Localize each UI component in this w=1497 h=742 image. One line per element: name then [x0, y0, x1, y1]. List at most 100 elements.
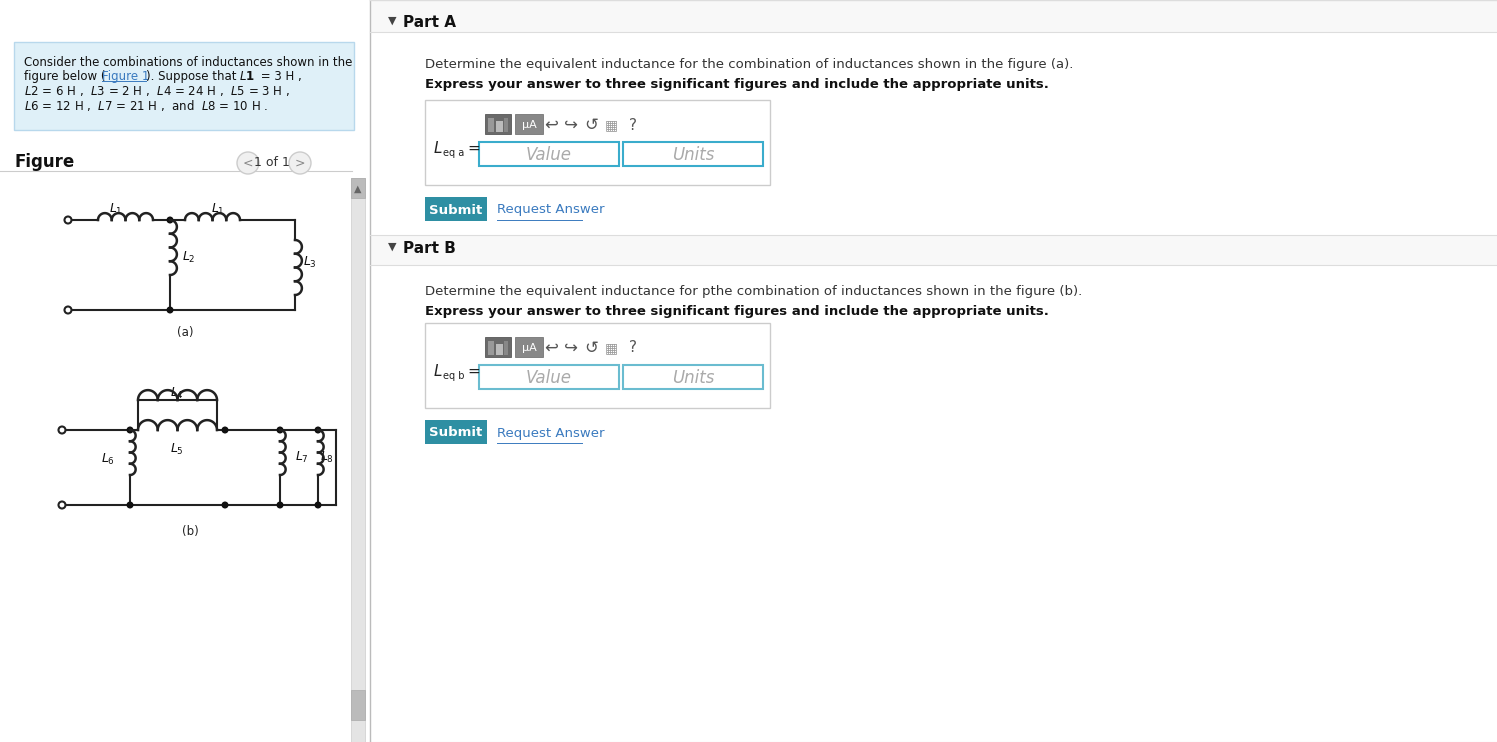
Text: ↩: ↩: [543, 116, 558, 134]
Text: ▦: ▦: [605, 341, 618, 355]
Bar: [623, 142, 763, 166]
Text: Value: Value: [525, 369, 572, 387]
Text: ↺: ↺: [584, 116, 597, 134]
Bar: [0, 0, 370, 742]
Text: Express your answer to three significant figures and include the appropriate uni: Express your answer to three significant…: [425, 78, 1049, 91]
Text: Consider the combinations of inductances shown in the: Consider the combinations of inductances…: [24, 56, 352, 69]
Circle shape: [127, 427, 133, 433]
Text: Express your answer to three significant figures and include the appropriate uni: Express your answer to three significant…: [425, 305, 1049, 318]
Text: =: =: [467, 140, 479, 156]
Text: >: >: [295, 157, 305, 169]
Text: ↪: ↪: [564, 339, 578, 357]
Text: Submit: Submit: [430, 203, 482, 217]
Text: $L_1$: $L_1$: [211, 202, 225, 217]
Circle shape: [64, 217, 72, 223]
Bar: [515, 114, 543, 134]
Text: $L_7$: $L_7$: [295, 450, 308, 465]
Text: Units: Units: [672, 369, 714, 387]
Text: $L_5$: $L_5$: [171, 442, 184, 457]
Circle shape: [64, 306, 72, 314]
Text: $L_4$: $L_4$: [171, 386, 184, 401]
Text: 1 of 1: 1 of 1: [254, 157, 290, 169]
Text: Determine the equivalent inductance for pthe combination of inductances shown in: Determine the equivalent inductance for …: [425, 285, 1082, 298]
Text: Figure: Figure: [13, 153, 75, 171]
Text: μA: μA: [521, 120, 536, 130]
Text: ?: ?: [629, 117, 638, 133]
Text: (b): (b): [181, 525, 199, 538]
Text: ▼: ▼: [388, 242, 397, 252]
Bar: [425, 197, 487, 221]
Bar: [496, 344, 503, 355]
Circle shape: [222, 427, 229, 433]
Text: Units: Units: [672, 146, 714, 164]
Bar: [479, 142, 618, 166]
Circle shape: [58, 502, 66, 508]
Text: Request Answer: Request Answer: [497, 203, 605, 217]
Text: $L$: $L$: [433, 363, 443, 379]
Circle shape: [277, 502, 283, 508]
Text: $\mathit{L}$1: $\mathit{L}$1: [240, 70, 254, 83]
Text: Part B: Part B: [403, 241, 457, 256]
Bar: [425, 100, 769, 185]
Text: eq a: eq a: [443, 148, 464, 158]
Text: ↺: ↺: [584, 339, 597, 357]
Circle shape: [237, 152, 259, 174]
Text: Value: Value: [525, 146, 572, 164]
Text: =: =: [467, 364, 479, 378]
Circle shape: [166, 306, 174, 314]
Circle shape: [289, 152, 311, 174]
Bar: [623, 365, 763, 389]
Text: Request Answer: Request Answer: [497, 427, 605, 439]
Bar: [504, 341, 507, 355]
Text: $L_2$: $L_2$: [183, 250, 196, 265]
Bar: [496, 121, 503, 132]
Bar: [370, 0, 1497, 32]
Bar: [485, 337, 510, 357]
Bar: [488, 118, 494, 132]
Text: $\mathit{L}$6 = 12 H ,  $\mathit{L}$7 = 21 H ,  and  $\mathit{L}$8 = 10 H .: $\mathit{L}$6 = 12 H , $\mathit{L}$7 = 2…: [24, 98, 268, 113]
Text: eq b: eq b: [443, 371, 464, 381]
Circle shape: [58, 427, 66, 433]
Text: $L_8$: $L_8$: [320, 450, 334, 465]
Text: ↪: ↪: [564, 116, 578, 134]
Text: $L_1$: $L_1$: [109, 202, 123, 217]
Text: <: <: [243, 157, 253, 169]
Bar: [479, 365, 618, 389]
Text: ?: ?: [629, 341, 638, 355]
Text: ▼: ▼: [388, 16, 397, 26]
Text: ). Suppose that: ). Suppose that: [147, 70, 240, 83]
Bar: [13, 42, 353, 130]
Bar: [504, 118, 507, 132]
Text: ↩: ↩: [543, 339, 558, 357]
Text: ▦: ▦: [605, 118, 618, 132]
Bar: [425, 323, 769, 408]
Bar: [370, 235, 1497, 265]
Circle shape: [314, 427, 322, 433]
Bar: [350, 690, 365, 720]
Text: $L_3$: $L_3$: [302, 255, 317, 270]
Text: Part A: Part A: [403, 15, 457, 30]
Text: μA: μA: [521, 343, 536, 353]
Text: Submit: Submit: [430, 427, 482, 439]
Text: Determine the equivalent inductance for the combination of inductances shown in : Determine the equivalent inductance for …: [425, 58, 1073, 71]
Bar: [350, 178, 365, 742]
Text: ▲: ▲: [355, 184, 362, 194]
Bar: [425, 420, 487, 444]
Text: Figure 1: Figure 1: [102, 70, 150, 83]
Circle shape: [222, 502, 229, 508]
Bar: [350, 178, 365, 198]
Text: $L$: $L$: [433, 140, 443, 156]
Text: $\mathit{L}$2 = 6 H ,  $\mathit{L}$3 = 2 H ,  $\mathit{L}$4 = 24 H ,  $\mathit{L: $\mathit{L}$2 = 6 H , $\mathit{L}$3 = 2 …: [24, 84, 290, 98]
Bar: [370, 0, 1497, 742]
Bar: [515, 337, 543, 357]
Text: = 3 H ,: = 3 H ,: [257, 70, 302, 83]
Bar: [488, 341, 494, 355]
Text: $L_6$: $L_6$: [100, 452, 115, 467]
Circle shape: [277, 427, 283, 433]
Text: (a): (a): [177, 326, 193, 339]
Circle shape: [127, 502, 133, 508]
Circle shape: [166, 217, 174, 223]
Text: figure below (: figure below (: [24, 70, 105, 83]
Bar: [485, 114, 510, 134]
Circle shape: [314, 502, 322, 508]
